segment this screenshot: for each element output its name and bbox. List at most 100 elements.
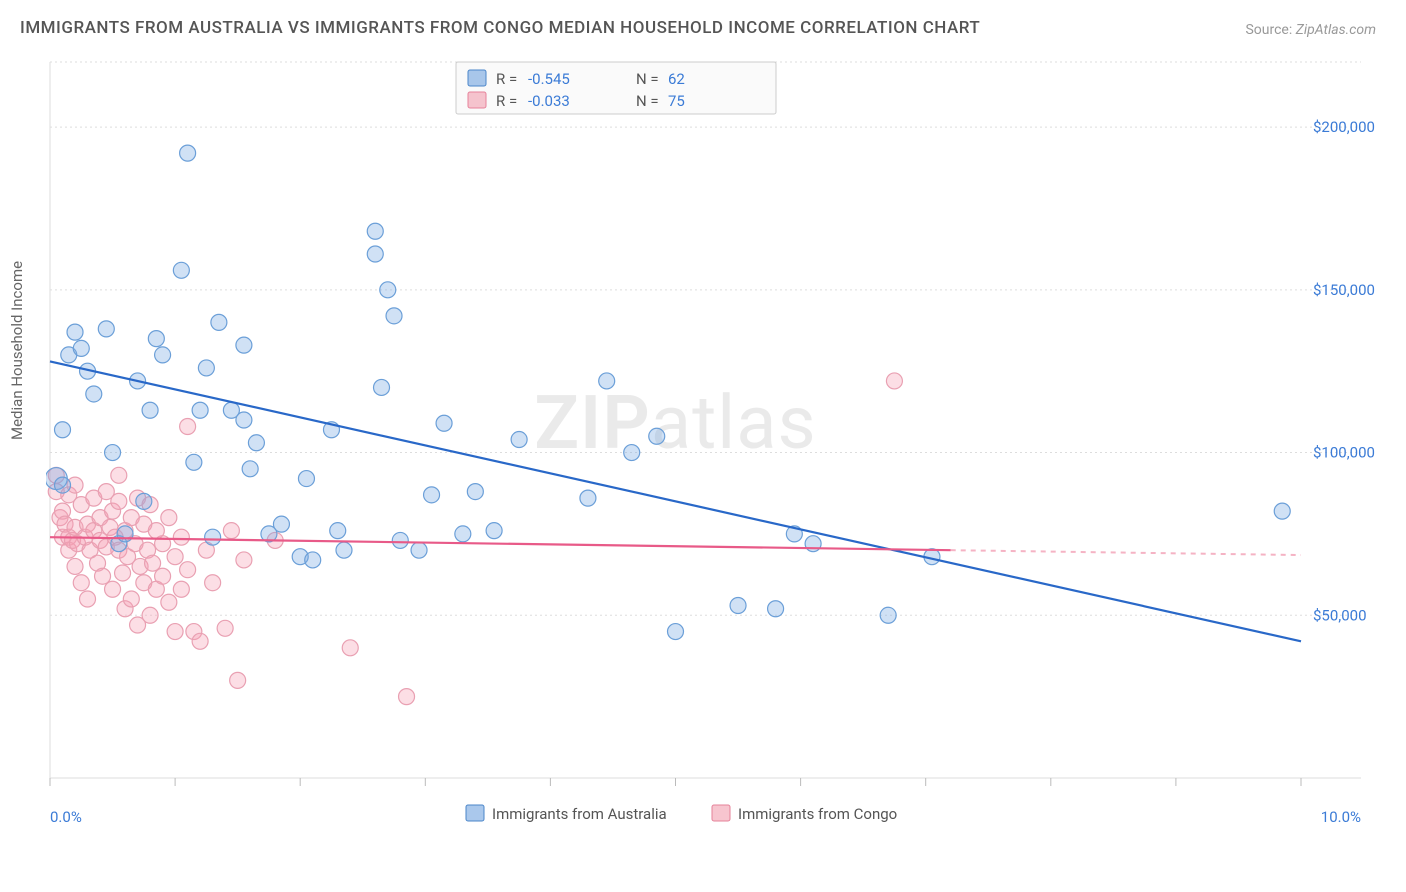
data-point: [198, 360, 214, 376]
data-point: [136, 493, 152, 509]
y-tick-label: $150,000: [1313, 281, 1375, 299]
data-point: [399, 689, 415, 705]
data-point: [161, 510, 177, 526]
data-point: [298, 471, 314, 487]
legend-swatch: [468, 92, 486, 108]
stat-n-label: N =: [636, 92, 659, 110]
data-point: [173, 581, 189, 597]
data-point: [367, 223, 383, 239]
data-point: [886, 373, 902, 389]
data-point: [342, 640, 358, 656]
data-point: [624, 445, 640, 461]
legend-swatch: [468, 70, 486, 86]
y-axis-label: Median Household Income: [8, 261, 26, 440]
data-point: [511, 432, 527, 448]
source-label: Source:: [1245, 22, 1292, 38]
data-point: [55, 422, 71, 438]
data-point: [730, 598, 746, 614]
data-point: [236, 412, 252, 428]
data-point: [768, 601, 784, 617]
x-tick-label: 0.0%: [50, 808, 82, 826]
stat-n-value: 75: [668, 92, 685, 110]
data-point: [392, 532, 408, 548]
series-legend-swatch: [466, 805, 484, 821]
data-point: [67, 324, 83, 340]
stat-r-value: -0.545: [528, 70, 570, 88]
data-point: [230, 672, 246, 688]
trend-line-congo-extrapolated: [951, 550, 1301, 555]
y-tick-label: $50,000: [1313, 606, 1367, 624]
source-citation: Source: ZipAtlas.com: [1245, 22, 1376, 38]
data-point: [330, 523, 346, 539]
data-point: [173, 529, 189, 545]
data-point: [668, 624, 684, 640]
stat-r-label: R =: [496, 92, 517, 110]
data-point: [73, 575, 89, 591]
data-point: [217, 620, 233, 636]
data-point: [649, 428, 665, 444]
source-value: ZipAtlas.com: [1296, 22, 1376, 38]
data-point: [161, 594, 177, 610]
data-point: [180, 419, 196, 435]
stat-r-value: -0.033: [528, 92, 570, 110]
data-point: [123, 591, 139, 607]
data-point: [424, 487, 440, 503]
data-point: [80, 591, 96, 607]
series-legend-swatch: [712, 805, 730, 821]
data-point: [148, 331, 164, 347]
data-point: [205, 529, 221, 545]
data-point: [273, 516, 289, 532]
data-point: [186, 454, 202, 470]
data-point: [142, 402, 158, 418]
data-point: [86, 386, 102, 402]
stat-n-label: N =: [636, 70, 659, 88]
data-point: [180, 562, 196, 578]
data-point: [236, 337, 252, 353]
data-point: [111, 493, 127, 509]
data-point: [192, 633, 208, 649]
data-point: [173, 262, 189, 278]
data-point: [142, 607, 158, 623]
data-point: [155, 568, 171, 584]
data-point: [55, 477, 71, 493]
data-point: [167, 624, 183, 640]
data-point: [336, 542, 352, 558]
data-point: [467, 484, 483, 500]
data-point: [374, 379, 390, 395]
data-point: [580, 490, 596, 506]
data-point: [411, 542, 427, 558]
data-point: [455, 526, 471, 542]
chart-title: IMMIGRANTS FROM AUSTRALIA VS IMMIGRANTS …: [20, 18, 980, 38]
data-point: [192, 402, 208, 418]
data-point: [1274, 503, 1290, 519]
data-point: [436, 415, 452, 431]
stat-n-value: 62: [668, 70, 685, 88]
data-point: [380, 282, 396, 298]
data-point: [145, 555, 161, 571]
chart-svg: $50,000 $100,000 $150,000 $200,000 0.0% 10.0%…: [46, 58, 1381, 858]
data-point: [367, 246, 383, 262]
data-point: [248, 435, 264, 451]
stat-r-label: R =: [496, 70, 517, 88]
data-point: [205, 575, 221, 591]
data-point: [599, 373, 615, 389]
data-point: [98, 321, 114, 337]
y-tick-label: $100,000: [1313, 444, 1375, 462]
data-point: [95, 568, 111, 584]
y-tick-label: $200,000: [1313, 118, 1375, 136]
data-point: [105, 445, 121, 461]
data-point: [105, 581, 121, 597]
data-point: [180, 145, 196, 161]
chart-area: $50,000$100,000$150,000$200,0000.0%10.0%…: [46, 58, 1381, 818]
data-point: [486, 523, 502, 539]
data-point: [211, 314, 227, 330]
data-point: [155, 347, 171, 363]
data-point: [880, 607, 896, 623]
data-point: [67, 558, 83, 574]
data-point: [305, 552, 321, 568]
data-point: [242, 461, 258, 477]
data-point: [111, 467, 127, 483]
x-tick-label: 10.0%: [1321, 808, 1361, 826]
data-point: [236, 552, 252, 568]
data-point: [386, 308, 402, 324]
